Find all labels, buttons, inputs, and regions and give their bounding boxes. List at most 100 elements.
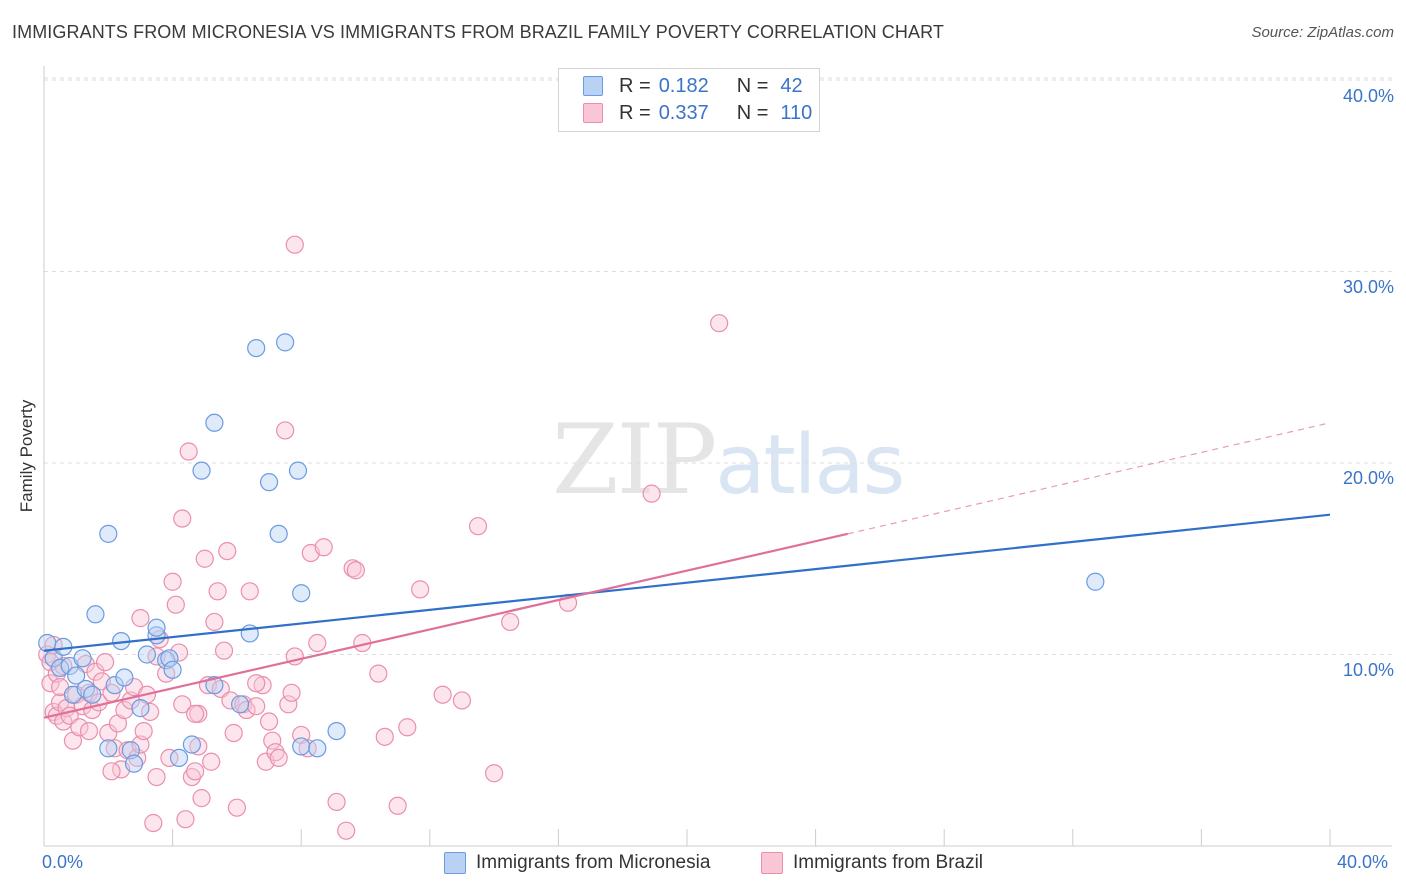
brazil-point xyxy=(710,314,729,333)
brazil-point xyxy=(70,718,89,737)
brazil-point xyxy=(54,656,73,676)
micronesia-point xyxy=(308,739,327,758)
brazil-point xyxy=(131,735,150,754)
micronesia-point xyxy=(105,676,124,695)
brazil-r-value: 0.337 xyxy=(658,101,709,124)
legend-row-micronesia: R = 0.182 N = 42 xyxy=(583,74,803,98)
micronesia-point xyxy=(121,741,140,760)
brazil-point xyxy=(205,612,224,632)
brazil-point xyxy=(173,695,192,714)
n-label: N = xyxy=(736,74,769,97)
brazil-point xyxy=(160,748,179,768)
y-axis-label: Family Poverty xyxy=(17,399,36,513)
brazil-point xyxy=(468,517,488,536)
micronesia-point xyxy=(292,737,311,756)
brazil-point xyxy=(192,789,211,808)
brazil-point xyxy=(134,721,153,741)
micronesia-point xyxy=(115,668,134,687)
brazil-point xyxy=(140,702,160,722)
brazil-point xyxy=(144,813,163,833)
micronesia-point xyxy=(99,739,118,758)
brazil-point xyxy=(285,235,304,254)
brazil-trend-extension xyxy=(847,422,1331,535)
brazil-point xyxy=(195,549,214,568)
brazil-point xyxy=(346,561,365,580)
micronesia-point xyxy=(160,649,179,668)
brazil-point xyxy=(208,582,227,601)
micronesia-point xyxy=(231,695,250,714)
brazil-point xyxy=(86,662,105,681)
brazil-point xyxy=(433,685,452,704)
brazil-point xyxy=(115,700,134,720)
y-tick-label-10: 10.0% xyxy=(1342,660,1394,680)
brazil-swatch xyxy=(583,103,603,123)
micronesia-point xyxy=(269,524,288,543)
micronesia-point xyxy=(1086,572,1105,591)
micronesia-point xyxy=(83,685,102,704)
brazil-point xyxy=(179,442,198,461)
micronesia-point xyxy=(67,666,86,685)
micronesia-point xyxy=(276,333,295,352)
brazil-trend-line xyxy=(43,532,848,719)
brazil-point xyxy=(343,559,362,578)
brazil-point xyxy=(102,762,121,781)
brazil-point xyxy=(337,821,356,840)
micronesia-point xyxy=(205,413,224,432)
micronesia-point xyxy=(163,660,182,679)
x-tick-label-min: 0.0% xyxy=(42,852,84,872)
micronesia-point xyxy=(157,651,176,670)
brazil-point xyxy=(279,695,298,714)
brazil-point xyxy=(214,641,234,660)
micronesia-point xyxy=(99,524,118,543)
micronesia-point xyxy=(259,473,279,492)
brazil-point xyxy=(176,810,195,829)
brazil-point xyxy=(259,712,279,731)
micronesia-swatch xyxy=(583,76,603,96)
brazil-point xyxy=(388,796,407,815)
brazil-point xyxy=(485,764,504,783)
micronesia-point xyxy=(292,584,311,603)
brazil-point xyxy=(99,723,118,743)
brazil-point xyxy=(253,676,272,695)
micronesia-trend-line xyxy=(43,513,1331,652)
brazil-point xyxy=(227,798,246,817)
stats-legend: R = 0.182 N = 42 R = 0.337 N = 110 xyxy=(558,68,820,132)
brazil-point xyxy=(411,580,430,599)
micronesia-r-value: 0.182 xyxy=(658,74,709,97)
brazil-point xyxy=(240,582,259,601)
brazil-legend-swatch xyxy=(761,852,783,874)
brazil-point xyxy=(452,691,472,710)
legend-item-micronesia[interactable]: Immigrants from Micronesia xyxy=(444,852,710,874)
y-tick-label-30: 30.0% xyxy=(1342,277,1394,297)
brazil-point xyxy=(276,421,295,440)
brazil-point xyxy=(173,509,192,528)
micronesia-point xyxy=(131,699,150,718)
brazil-point xyxy=(266,743,285,762)
brazil-point xyxy=(131,609,150,628)
micronesia-point xyxy=(247,339,266,358)
micronesia-point xyxy=(169,748,189,768)
brazil-point xyxy=(186,762,205,781)
brazil-point xyxy=(224,723,243,743)
micronesia-point xyxy=(147,618,166,637)
watermark-zip: ZIP xyxy=(552,404,717,516)
brazil-n-value: 110 xyxy=(780,101,813,124)
micronesia-point xyxy=(124,754,144,773)
micronesia-point xyxy=(327,721,346,741)
brazil-point xyxy=(501,612,520,632)
brazil-point xyxy=(218,541,237,561)
n-label: N = xyxy=(736,101,769,124)
brazil-point xyxy=(327,792,346,812)
brazil-point xyxy=(269,748,288,768)
brazil-point xyxy=(166,595,185,614)
brazil-point xyxy=(375,727,394,746)
brazil-point xyxy=(298,739,317,758)
brazil-point xyxy=(398,718,417,737)
brazil-point xyxy=(182,767,201,787)
brazil-point xyxy=(314,538,333,557)
legend-row-brazil: R = 0.337 N = 110 xyxy=(583,101,812,125)
micronesia-point xyxy=(192,461,211,480)
brazil-point xyxy=(79,721,99,741)
legend-item-brazil[interactable]: Immigrants from Brazil xyxy=(761,852,983,874)
